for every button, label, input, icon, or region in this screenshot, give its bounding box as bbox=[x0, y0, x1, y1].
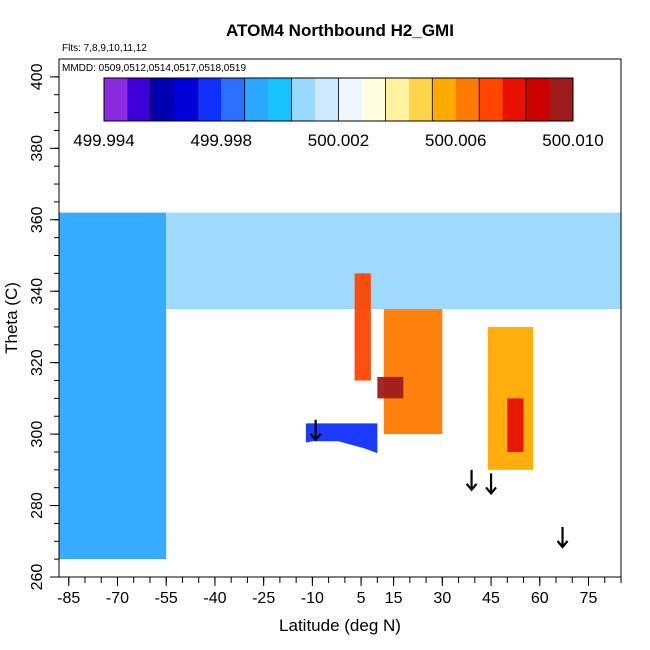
colorbar-swatch-2 bbox=[150, 78, 175, 121]
colorbar-swatch-8 bbox=[291, 78, 316, 121]
x-tick-label: -55 bbox=[155, 590, 178, 607]
x-tick-label: -70 bbox=[106, 590, 129, 607]
colorbar-swatch-10 bbox=[338, 78, 363, 121]
x-tick-label: -10 bbox=[301, 590, 324, 607]
colorbar-swatch-18 bbox=[526, 78, 550, 121]
colorbar: 499.994 499.998 500.002 500.006 500.010 bbox=[73, 77, 604, 150]
surface-mask bbox=[59, 441, 621, 577]
y-tick-label: 380 bbox=[29, 135, 46, 162]
colorbar-tick-label: 500.006 bbox=[425, 131, 486, 150]
plot-area bbox=[59, 212, 621, 577]
x-tick-label: 45 bbox=[482, 590, 500, 607]
colorbar-tick-label: 499.998 bbox=[191, 131, 252, 150]
x-tick-label: -85 bbox=[57, 590, 80, 607]
y-tick-label: 280 bbox=[29, 492, 46, 519]
colorbar-swatch-7 bbox=[268, 78, 292, 121]
colorbar-swatch-19 bbox=[549, 78, 574, 121]
y-tick-label: 400 bbox=[29, 63, 46, 90]
colorbar-tick-label: 499.994 bbox=[73, 131, 134, 150]
dates-label: MMDD: 0509,0512,0514,0517,0518,0519 bbox=[62, 63, 246, 74]
x-tick-label: 75 bbox=[580, 590, 598, 607]
feature-tropical-maximum bbox=[383, 309, 443, 435]
colorbar-swatch-13 bbox=[408, 78, 433, 121]
colorbar-frame bbox=[103, 77, 574, 122]
feature-upper-tropical-streak bbox=[354, 273, 371, 381]
y-axis: 260 280 300 320 340 360 380 400 bbox=[29, 63, 59, 590]
x-axis-label: Latitude (deg N) bbox=[279, 616, 401, 635]
colorbar-swatch-15 bbox=[455, 78, 480, 121]
colorbar-swatch-3 bbox=[174, 78, 199, 121]
colorbar-swatch-12 bbox=[385, 78, 410, 121]
colorbar-swatch-17 bbox=[502, 78, 527, 121]
colorbar-swatch-16 bbox=[479, 78, 503, 121]
plot-frame bbox=[58, 58, 622, 578]
x-tick-label: 30 bbox=[433, 590, 451, 607]
arrow-marker-0 bbox=[309, 419, 322, 442]
x-tick-label: -25 bbox=[252, 590, 275, 607]
x-tick-label: 60 bbox=[531, 590, 549, 607]
flights-label: Flts: 7,8,9,10,11,12 bbox=[62, 43, 147, 54]
y-tick-label: 320 bbox=[29, 349, 46, 376]
x-tick-label: -40 bbox=[203, 590, 226, 607]
x-axis: -85 -70 -55 -40 -25 -10 5 15 30 45 60 75 bbox=[57, 577, 622, 607]
colorbar-swatch-14 bbox=[432, 78, 457, 121]
colorbar-swatch-0 bbox=[104, 78, 128, 121]
x-tick-label: 5 bbox=[357, 590, 366, 607]
arrow-marker-1 bbox=[465, 469, 478, 492]
colorbar-tick-label: 500.002 bbox=[308, 131, 369, 150]
feature-northern-core bbox=[507, 398, 524, 452]
y-axis-label: Theta (C) bbox=[2, 282, 21, 354]
feature-southern-tropospheric-plume bbox=[59, 212, 167, 560]
y-tick-label: 300 bbox=[29, 421, 46, 448]
y-tick-label: 360 bbox=[29, 206, 46, 233]
colorbar-swatch-11 bbox=[361, 78, 386, 121]
colorbar-swatch-6 bbox=[244, 78, 269, 121]
feature-tropical-core bbox=[377, 376, 404, 399]
arrow-markers bbox=[309, 419, 569, 549]
colorbar-swatch-9 bbox=[315, 78, 339, 121]
colorbar-swatch-1 bbox=[127, 78, 152, 121]
colorbar-swatch-5 bbox=[221, 78, 245, 121]
chart-title: ATOM4 Northbound H2_GMI bbox=[226, 21, 454, 40]
colorbar-tick-label: 500.010 bbox=[542, 131, 603, 150]
y-tick-label: 340 bbox=[29, 278, 46, 305]
x-tick-label: 15 bbox=[385, 590, 403, 607]
feature-upper-background bbox=[166, 212, 621, 310]
arrow-marker-2 bbox=[485, 473, 497, 496]
colorbar-swatch-4 bbox=[197, 78, 222, 121]
arrow-marker-3 bbox=[556, 526, 569, 549]
y-tick-label: 260 bbox=[29, 564, 46, 591]
